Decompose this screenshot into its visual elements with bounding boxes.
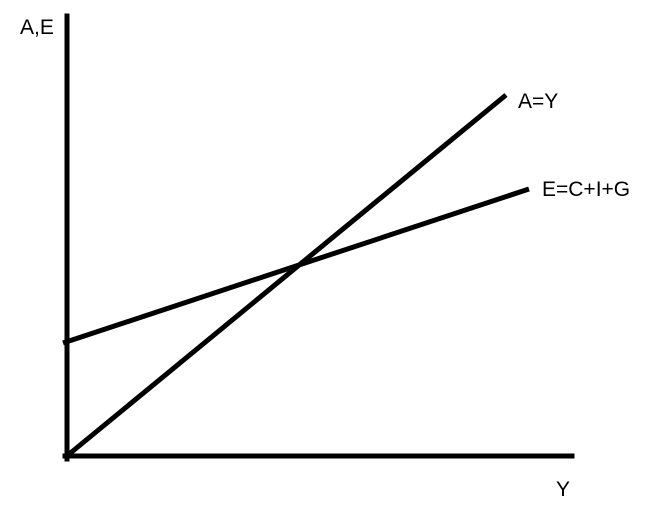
line-a-equals-y-label: A=Y [518, 90, 559, 113]
line-e-expenditure-label: E=C+I+G [542, 178, 631, 201]
x-axis-label: Y [556, 478, 571, 501]
y-axis-label: A,E [20, 16, 54, 39]
line-e-expenditure [62, 186, 530, 346]
line-a-equals-y [66, 93, 508, 457]
